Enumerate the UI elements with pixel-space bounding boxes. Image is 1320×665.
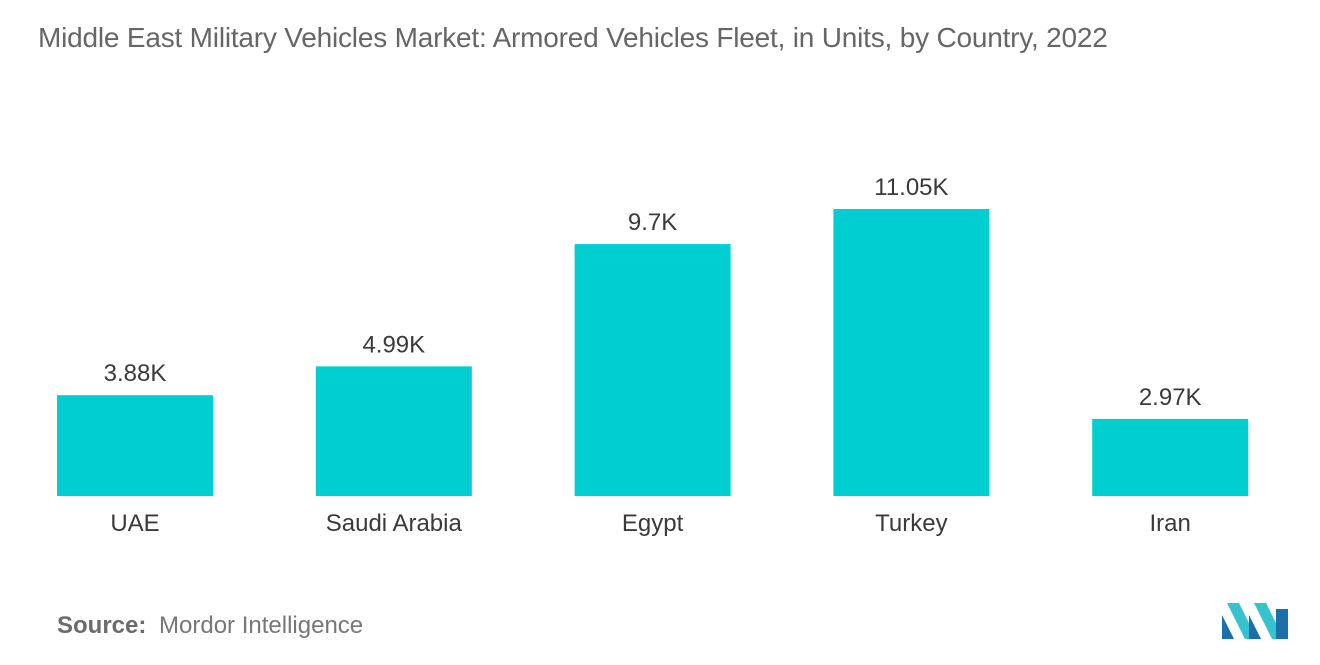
bar-value-label: 9.7K xyxy=(628,209,677,236)
bar-egypt xyxy=(574,244,731,496)
category-labels-layer: UAE Saudi Arabia Egypt Turkey Iran xyxy=(110,510,1191,537)
source-label: Source: xyxy=(57,612,147,639)
x-tick-label: Turkey xyxy=(875,510,947,537)
x-tick-label: Egypt xyxy=(622,510,684,537)
bar-iran xyxy=(1092,418,1249,496)
bar-value-label: 4.99K xyxy=(362,331,425,358)
source-value: Mordor Intelligence xyxy=(159,612,364,639)
bar-turkey xyxy=(833,209,990,496)
source-line: Source: Mordor Intelligence xyxy=(57,612,363,640)
bar-value-label: 3.88K xyxy=(104,360,167,387)
chart-title: Middle East Military Vehicles Market: Ar… xyxy=(38,22,1108,53)
bar-value-label: 11.05K xyxy=(874,174,948,201)
value-labels-layer: 3.88K 4.99K 9.7K 11.05K 2.97K xyxy=(104,174,1202,411)
x-tick-label: Iran xyxy=(1150,510,1191,537)
x-tick-label: UAE xyxy=(110,510,159,537)
bar-uae xyxy=(57,395,213,496)
bars-layer xyxy=(57,209,1249,496)
bar-value-label: 2.97K xyxy=(1139,384,1202,411)
bar-saudi-arabia xyxy=(315,366,472,496)
mordor-intelligence-logo-icon xyxy=(1222,603,1288,639)
x-tick-label: Saudi Arabia xyxy=(326,510,463,537)
bar-chart: 3.88K 4.99K 9.7K 11.05K 2.97K UAE Saudi Arabi… xyxy=(57,174,1249,537)
